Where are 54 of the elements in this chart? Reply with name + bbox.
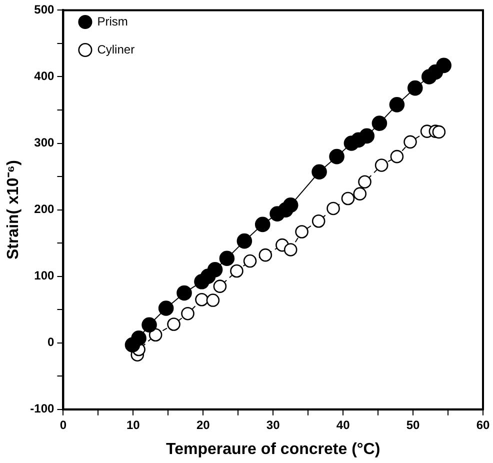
y-tick-label: 100 (34, 268, 55, 283)
point (258, 248, 272, 262)
point (374, 158, 388, 172)
point (358, 175, 372, 189)
point (219, 250, 235, 266)
point (404, 135, 417, 149)
point (158, 300, 174, 316)
point (329, 148, 344, 164)
point (131, 330, 146, 346)
legend-label: Cyliner (97, 42, 135, 56)
y-tick-label: 0 (48, 335, 55, 350)
point (148, 328, 162, 342)
point (254, 216, 270, 232)
x-axis-title: Temperaure of concrete (°C) (166, 440, 380, 458)
point (236, 233, 252, 249)
point (207, 262, 223, 278)
point (432, 125, 446, 139)
point (282, 197, 298, 213)
point (389, 97, 405, 112)
y-tick-label: 300 (34, 136, 55, 150)
y-tick-label: 400 (34, 69, 55, 84)
x-tick-label: 60 (476, 418, 490, 432)
point (206, 294, 220, 307)
point (312, 164, 327, 180)
y-tick-label: -100 (30, 402, 55, 416)
point (181, 306, 194, 320)
point (372, 116, 388, 131)
y-tick-label: 500 (34, 2, 55, 17)
y-axis-title: Strain( x10⁻⁶) (5, 160, 22, 260)
point (295, 225, 308, 238)
point (176, 285, 192, 301)
point (353, 187, 367, 200)
point (312, 214, 326, 228)
legend-label: Prism (97, 14, 128, 28)
point (359, 128, 375, 144)
point (213, 280, 227, 293)
point (407, 80, 423, 96)
point (326, 202, 340, 216)
point (341, 192, 355, 206)
x-tick-label: 50 (406, 418, 420, 432)
point (230, 264, 244, 278)
point (436, 58, 452, 74)
y-tick-label: 200 (34, 202, 55, 216)
point (142, 317, 157, 333)
point (390, 150, 404, 164)
x-tick-label: 20 (196, 418, 210, 432)
x-tick-label: 30 (266, 418, 280, 432)
x-tick-label: 10 (126, 418, 140, 432)
x-tick-label: 0 (60, 418, 67, 432)
point (243, 254, 257, 268)
point (284, 243, 298, 256)
x-tick-label: 40 (336, 418, 350, 432)
point (167, 318, 180, 331)
point (195, 292, 208, 306)
